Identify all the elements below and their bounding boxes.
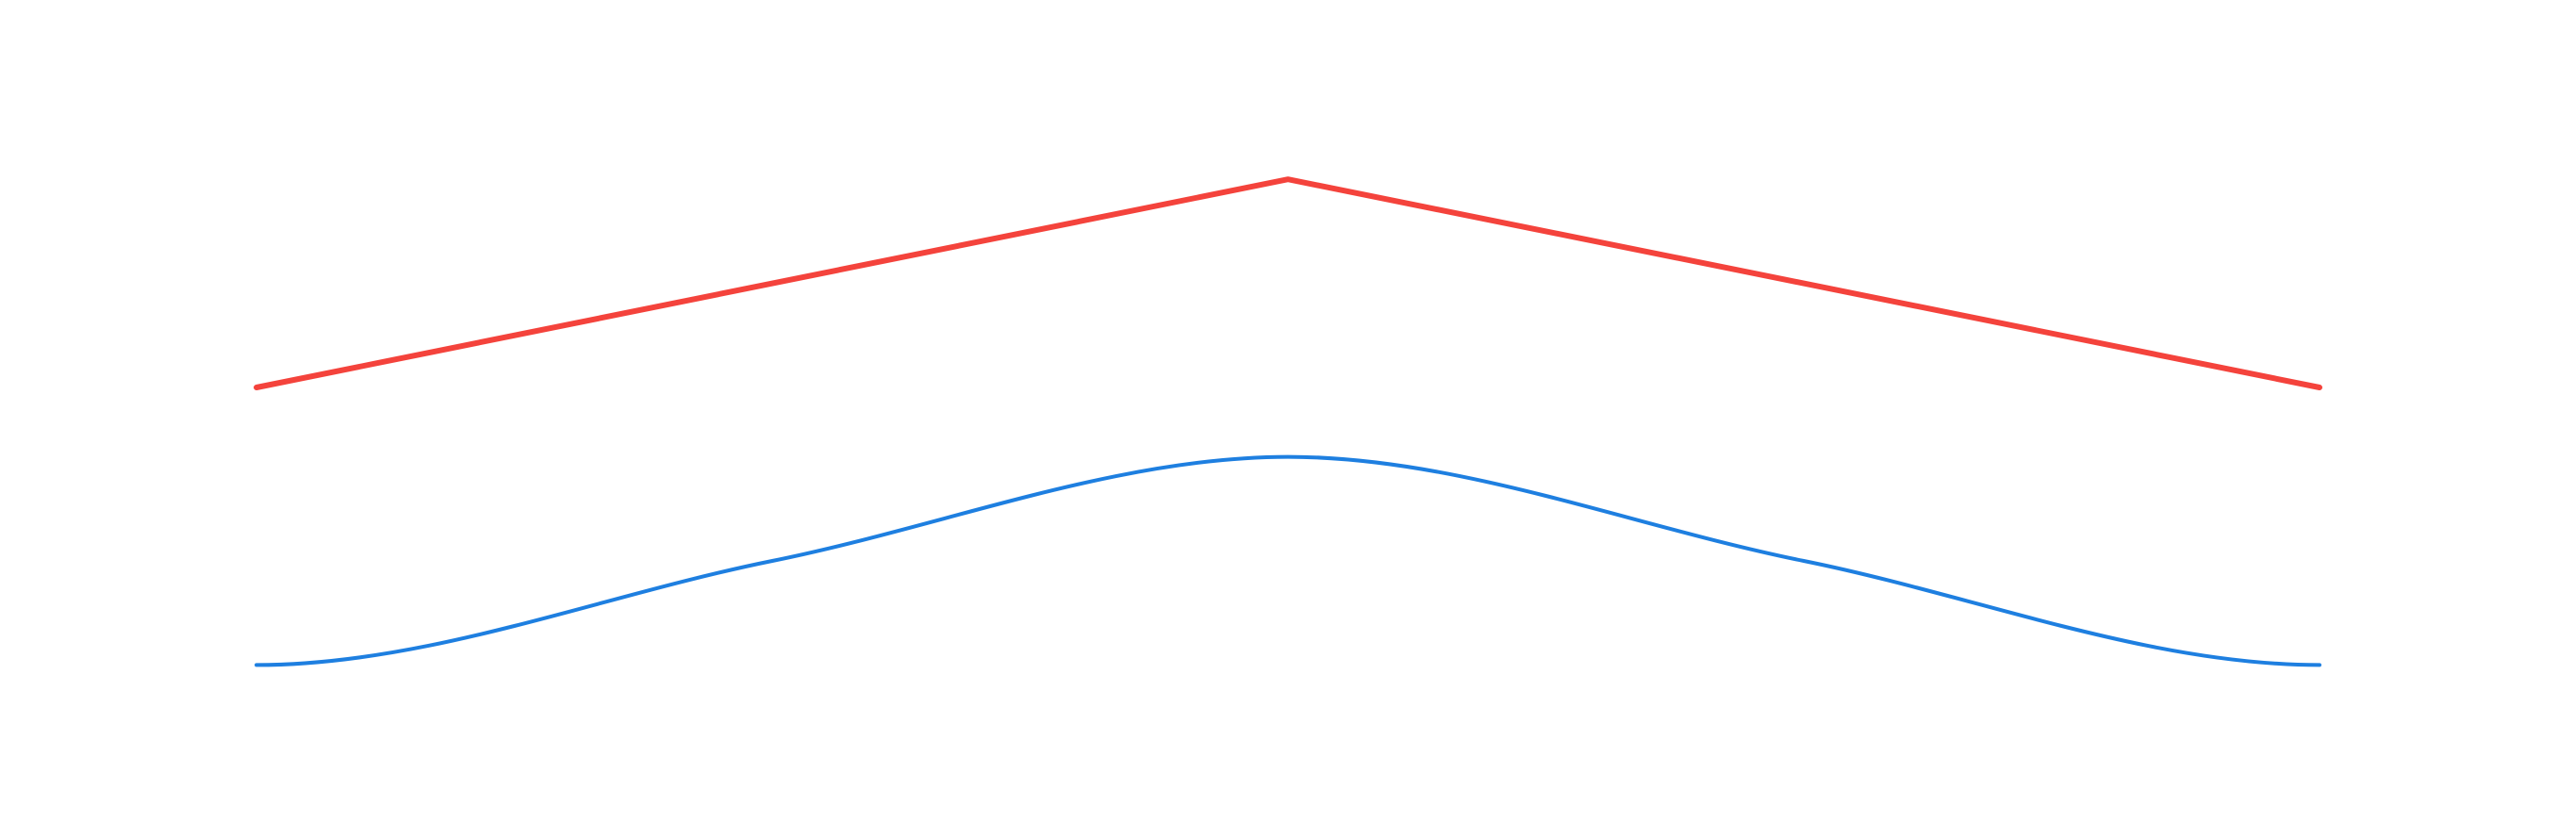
series-line-upper <box>254 176 2322 390</box>
series-layer <box>254 176 2322 667</box>
series-line-lower <box>255 454 2321 667</box>
